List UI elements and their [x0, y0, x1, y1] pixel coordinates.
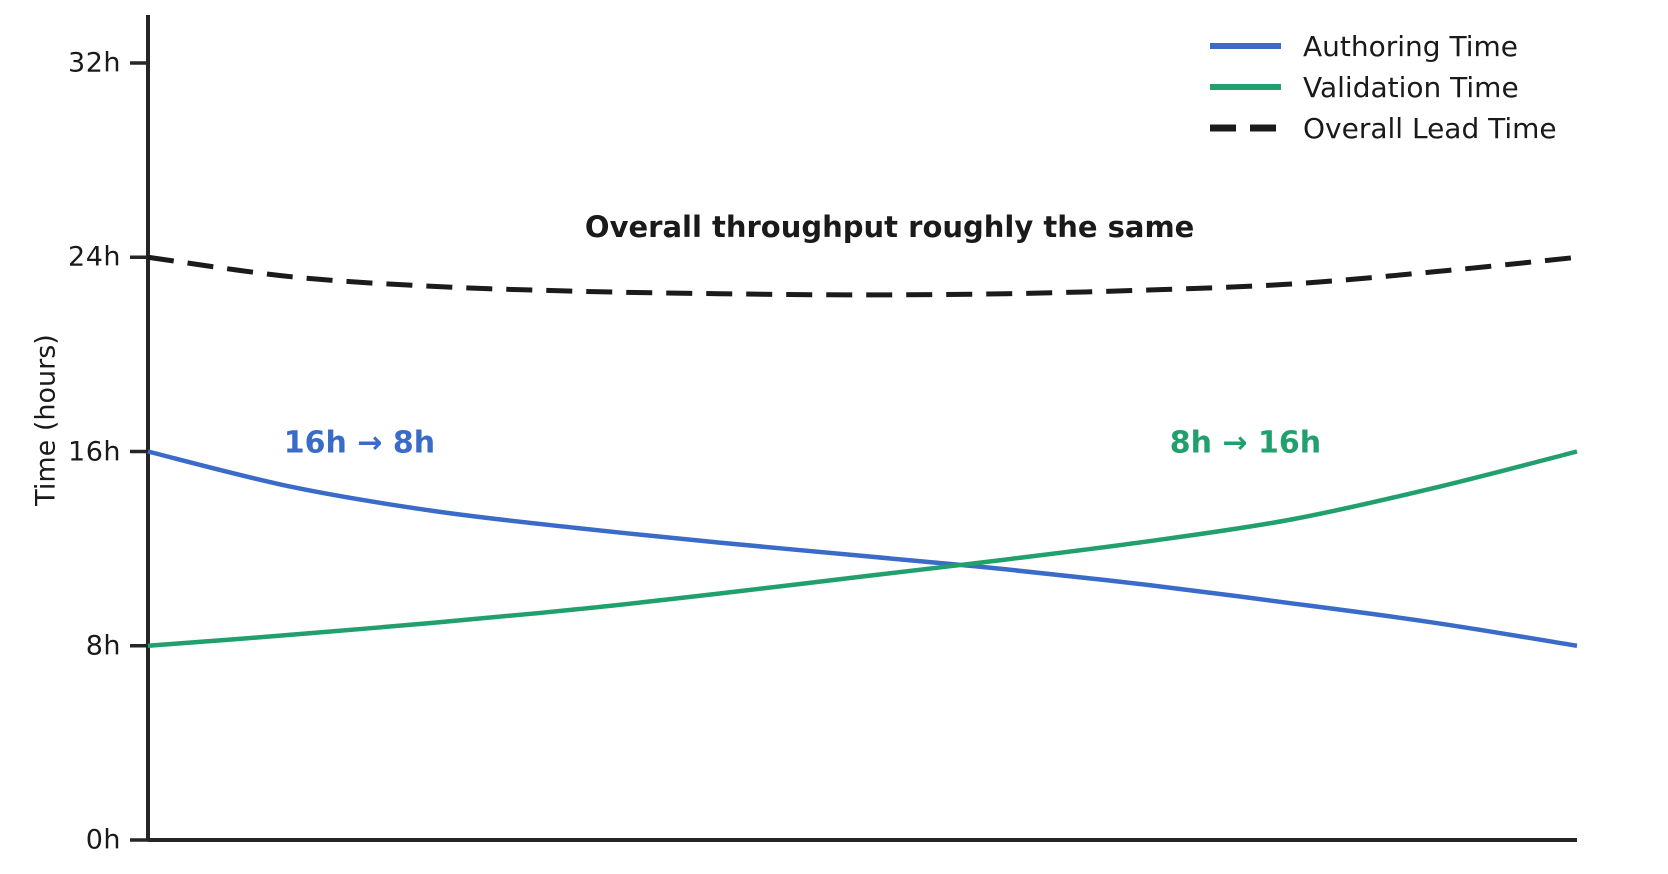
- series-line-authoring-time: [147, 449, 1578, 649]
- series-line-overall-lead-time: [147, 254, 1578, 298]
- legend-label-validation: Validation Time: [1303, 70, 1519, 104]
- overall-dashed-swatch-icon: [1210, 124, 1281, 132]
- validation-line-swatch-icon: [1210, 84, 1281, 90]
- y-tick-label: 32h: [68, 47, 121, 79]
- annotation-overall-throughput: Overall throughput roughly the same: [584, 209, 1195, 244]
- y-tick-label: 24h: [68, 241, 121, 273]
- legend-label-authoring: Authoring Time: [1303, 29, 1518, 63]
- annotation-authoring-change: 16h → 8h: [283, 425, 436, 461]
- y-tick-label: 8h: [85, 630, 121, 662]
- y-axis-title: Time (hours): [30, 334, 62, 506]
- legend-label-overall: Overall Lead Time: [1303, 111, 1557, 145]
- y-tick-label: 16h: [68, 436, 121, 467]
- legend-item-validation: Validation Time: [1210, 70, 1557, 104]
- y-tick-label: 0h: [85, 824, 121, 856]
- legend: Authoring Time Validation Time Overall L…: [1210, 29, 1557, 145]
- legend-item-authoring: Authoring Time: [1210, 29, 1557, 63]
- annotation-validation-change: 8h → 16h: [1169, 425, 1322, 461]
- legend-item-overall: Overall Lead Time: [1210, 111, 1557, 145]
- authoring-line-swatch-icon: [1210, 43, 1281, 49]
- series-line-validation-time: [147, 449, 1578, 648]
